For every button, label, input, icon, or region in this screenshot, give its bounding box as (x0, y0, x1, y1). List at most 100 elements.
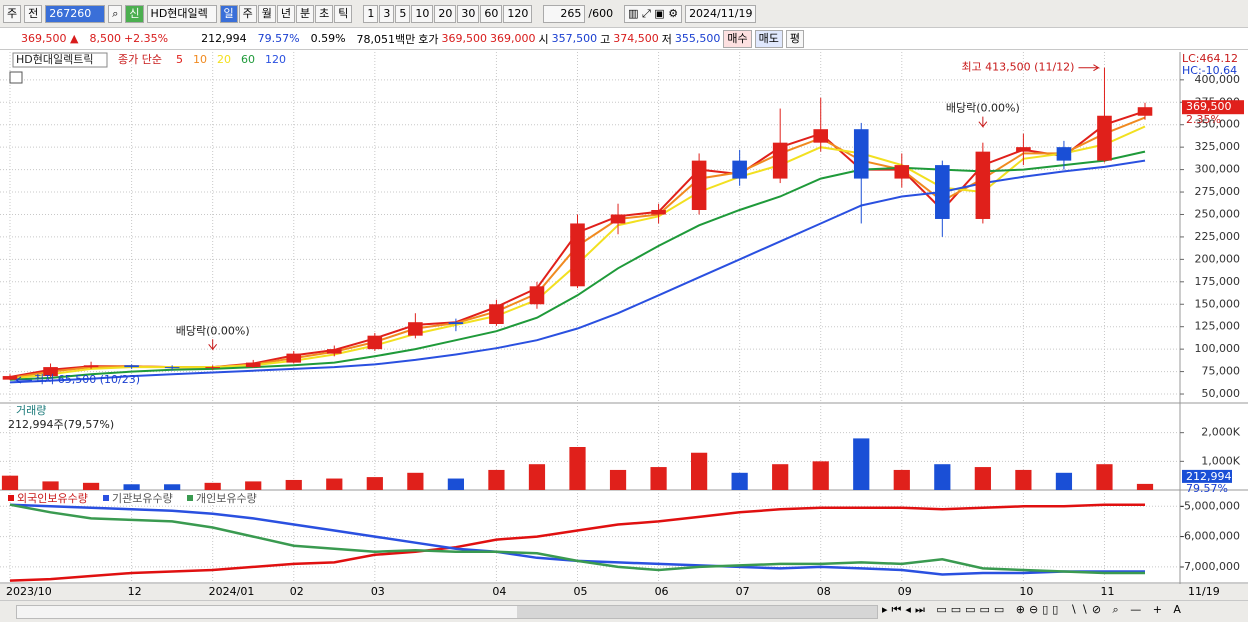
candle-body (286, 353, 302, 363)
legend-entry: 20 (217, 53, 231, 66)
candle-body (975, 151, 991, 219)
last-volume-label: 212,994 (1186, 470, 1232, 483)
x-tick-label: 05 (574, 585, 588, 598)
scroll-thumb[interactable] (517, 606, 877, 618)
badge: 신 (125, 4, 144, 23)
candle-body (1056, 147, 1072, 161)
low-label: 저 (661, 32, 672, 46)
interval-button[interactable]: 30 (457, 4, 480, 23)
period-button[interactable]: 일 (219, 4, 238, 23)
volume-bar (164, 484, 181, 490)
annotation-arrow (1078, 64, 1101, 72)
interval-button[interactable]: 20 (434, 4, 457, 23)
market-select[interactable]: 주 (3, 4, 22, 23)
volume-bar (528, 464, 546, 490)
rate: +2.35% (123, 32, 169, 45)
candle-body (43, 367, 58, 377)
holding-line (9, 503, 1145, 582)
scroll-track[interactable] (16, 605, 878, 619)
open: 357,500 (551, 32, 598, 45)
volume-bar (1136, 483, 1154, 490)
indicator-hc: HC:-10.64 (1182, 64, 1237, 77)
x-tick-label: 09 (898, 585, 912, 598)
x-axis-band (0, 584, 1248, 600)
count-max: /600 (588, 7, 614, 20)
interval-button[interactable]: 3 (379, 4, 395, 23)
vol-ratio: 79.57% (257, 32, 300, 45)
volume-bar (285, 479, 302, 490)
volume-bar (772, 464, 789, 490)
x-tick-label: 12 (128, 585, 142, 598)
y-tick-label: 125,000 (1195, 320, 1241, 333)
x-tick-label: 07 (736, 585, 750, 598)
buy-button[interactable]: 매수 (723, 29, 752, 48)
tool-icons[interactable]: ▥ ⤢ ▣ ⚙ (624, 4, 683, 23)
last-rate-label: 2.35% (1186, 113, 1221, 126)
period-button[interactable]: 초 (315, 4, 334, 23)
candle-body (326, 349, 342, 354)
candle-body (1016, 147, 1031, 152)
volume-bar (245, 481, 262, 490)
volume-bar (407, 472, 424, 490)
interval-group: 1 3 5 10 20 30 60 120 (363, 4, 533, 23)
legend-swatch (103, 495, 109, 501)
quote-bar: 369,500 ▲ 8,500 +2.35% 212,994 79.57% 0.… (0, 28, 1248, 50)
code-input[interactable]: 267260 (45, 4, 106, 23)
y-tick-label: 300,000 (1195, 163, 1241, 176)
sell-button[interactable]: 매도 (754, 29, 783, 48)
period-button[interactable]: 주 (238, 4, 257, 23)
x-tick-label: 06 (655, 585, 669, 598)
interval-button[interactable]: 5 (395, 4, 411, 23)
volume-bar (853, 438, 870, 490)
y-tick-label: -6,000,000 (1180, 530, 1240, 543)
date-input[interactable]: 2024/11/19 (685, 4, 757, 23)
x-tick-label: 2023/10 (6, 585, 52, 598)
candle-body (935, 165, 950, 219)
candle-body (813, 129, 829, 143)
legend-entry: 120 (265, 53, 286, 66)
x-tick-label: 03 (371, 585, 385, 598)
legend-entry: 60 (241, 53, 255, 66)
scrollbar: ▸⏮◂⏭ ▭▭▭▭▭ ⊕⊖▯▯ ∖∖⊘ ⌕ — + A (0, 600, 1248, 622)
bid: 369,000 (490, 32, 536, 45)
last-price-box (1182, 100, 1244, 115)
last-price-label: 369,500 (1186, 100, 1232, 113)
interval-button[interactable]: 120 (503, 4, 533, 23)
y-tick-label: 400,000 (1195, 73, 1241, 86)
period-button[interactable]: 년 (276, 4, 296, 23)
x-tick-label: 11 (1100, 585, 1114, 598)
annotation-arrow (208, 339, 218, 351)
period-button[interactable]: 월 (257, 4, 276, 23)
candle-body (651, 209, 666, 215)
candle-body (610, 214, 626, 224)
candle-body (245, 362, 261, 368)
legend-entry: 10 (193, 53, 207, 66)
y-tick-label: 200,000 (1195, 252, 1241, 265)
volume-bar (366, 477, 383, 490)
period-button[interactable]: 분 (296, 4, 315, 23)
holding-line (9, 503, 1145, 575)
interval-button[interactable]: 1 (363, 4, 379, 23)
y-tick-label: 100,000 (1195, 342, 1241, 355)
prev-button[interactable]: 전 (24, 4, 43, 23)
count-input[interactable]: 265 (543, 4, 586, 23)
x-tick-label: 02 (290, 585, 304, 598)
nav-icons[interactable]: ▸⏮◂⏭ ▭▭▭▭▭ ⊕⊖▯▯ ∖∖⊘ ⌕ — + A (882, 603, 1185, 616)
volume-bar (447, 478, 464, 490)
candle-body (691, 160, 707, 210)
y-tick-label: 1,000K (1201, 454, 1240, 467)
search-icon[interactable]: ⌕ (108, 4, 123, 23)
interval-button[interactable]: 10 (411, 4, 434, 23)
ask: 369,500 (441, 32, 488, 45)
candle-body (205, 367, 220, 369)
candle-body (894, 165, 910, 179)
y-tick-label: 75,000 (1202, 365, 1241, 378)
period-button[interactable]: 틱 (334, 4, 353, 23)
avg-button[interactable]: 평 (785, 29, 805, 48)
candle-body (408, 322, 423, 336)
x-tick-label: 04 (492, 585, 506, 598)
annotation-dividend: 배당락(0.00%) (176, 324, 250, 337)
interval-button[interactable]: 60 (480, 4, 503, 23)
legend-swatch (187, 495, 193, 501)
